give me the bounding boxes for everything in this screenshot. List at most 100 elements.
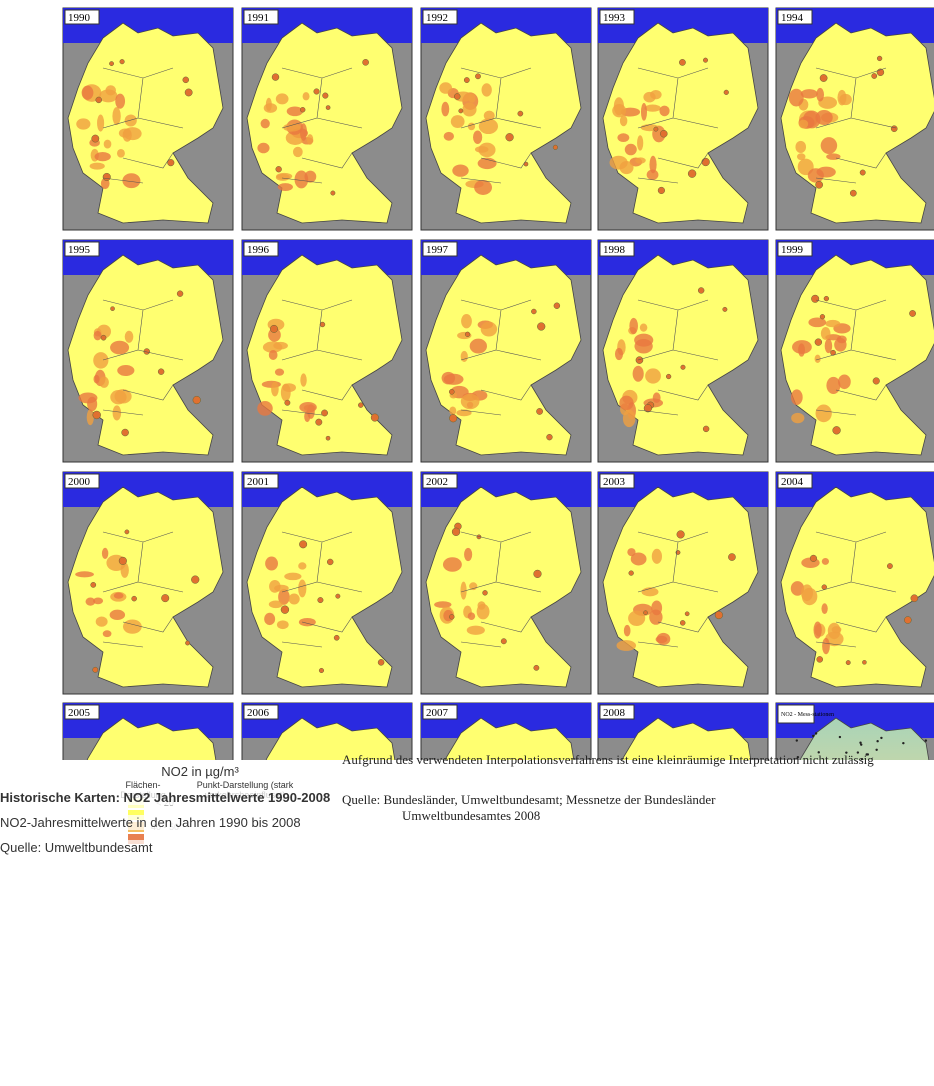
pollution-area [815,404,832,423]
pollution-area [477,601,486,610]
germany [780,254,934,456]
year-label: 2006 [247,707,270,719]
city-spot [124,529,130,535]
pollution-area [300,373,307,387]
map-panel: 2006 [241,702,413,760]
pollution-area [630,552,647,566]
pollution-area [93,330,102,341]
city-spot [109,61,114,67]
city-spot [517,110,524,117]
city-spot [92,410,101,420]
pollution-area [276,620,289,630]
map-panel: 2001 [241,471,413,695]
city-spot [449,414,458,423]
state-borders [460,299,542,416]
pollution-area [619,395,634,411]
city-spot [890,125,898,133]
station [812,734,815,738]
pollution-area [816,87,825,102]
year-label: 1996 [247,244,270,256]
germany [86,717,217,760]
pollution-area [92,597,104,605]
pollution-area [103,139,112,149]
pollution-area [285,130,305,145]
germany [602,254,759,456]
pollution-area [637,135,644,151]
pollution-area [78,392,98,404]
pollution-area [469,338,487,354]
pollution-area [262,341,283,353]
city-spot [451,527,461,536]
pollution-area [257,142,270,154]
map-panel: 1991 [241,7,413,231]
city-spot [184,88,193,97]
city-spot [814,338,823,346]
city-spot [859,169,866,176]
pollution-area [624,143,637,156]
pollution-area [659,105,670,117]
pollution-area [788,88,804,107]
germany [799,717,930,760]
pollution-area [645,368,661,384]
pollution-area [299,401,317,413]
year-label: 2002 [426,476,448,488]
year-label: 1994 [781,12,804,24]
pollution-area [628,610,646,626]
city-spot [849,189,857,197]
pollution-area [478,118,499,135]
map-panel: 1992 [420,7,592,231]
city-spot [815,180,824,189]
pollution-area [790,581,805,596]
pollution-area [464,547,473,562]
state-borders [637,67,719,184]
pollution-area [473,130,483,144]
pollution-area [795,140,807,154]
year-label: 2007 [426,707,449,719]
year-label-box [422,704,458,720]
pollution-area [634,333,654,347]
year-label: 1998 [603,244,626,256]
station [875,748,878,751]
year-label-box [599,9,635,25]
city-spot [377,659,385,666]
city-spot [315,418,323,426]
city-spot [102,172,111,182]
year-label: 2000 [68,476,91,488]
pollution-area [439,82,453,94]
pollution-area [656,632,671,646]
city-spot [809,554,818,562]
city-spot [95,96,102,104]
map-panel: 2004 [775,471,934,695]
germany [602,22,759,224]
city-spot [886,563,893,570]
pollution-area [462,102,477,117]
map-panel: 1998 [597,239,769,463]
map-panel: NO2 - Mess-stationen [775,702,934,760]
pollution-area [836,335,847,344]
pollution-area [304,411,311,423]
city-spot [464,331,471,337]
pollution-area [481,83,492,97]
pollution-area [651,548,663,564]
pollution-area [644,104,661,112]
pollution-area [115,93,126,109]
city-spot [118,556,127,565]
city-spot [628,570,634,576]
city-spot [280,605,290,614]
interpolation-note: Aufgrund des verwendeten Interpolationsv… [342,752,874,767]
pollution-area [434,601,452,608]
state-borders [102,67,184,184]
city-spot [270,324,278,333]
state-borders [460,67,542,184]
pollution-area [483,110,495,121]
year-label: NO2 - Mess-stationen [781,712,834,718]
pollution-area [790,389,803,406]
station [859,741,862,744]
pollution-area [277,183,293,191]
city-spot [454,93,461,100]
pollution-area [460,393,480,410]
germany [246,486,403,688]
city-spot [335,593,341,599]
city-spot [553,302,561,309]
